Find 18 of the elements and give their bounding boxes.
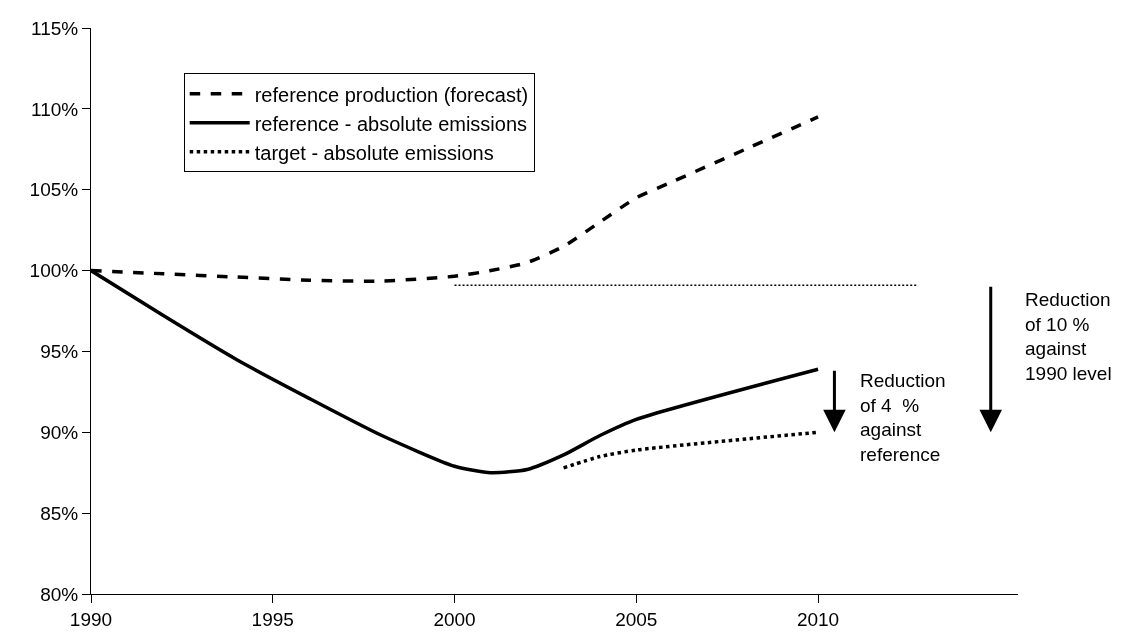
- text: Reduction of 10 % against 1990 level: [1025, 289, 1112, 385]
- x-tick-label: 1990: [69, 608, 113, 630]
- y-tick-label: 115%: [31, 17, 79, 39]
- x-tick-label: 2000: [433, 608, 476, 630]
- y-tick-label: 85%: [40, 502, 79, 524]
- y-tick-label: 95%: [40, 341, 79, 363]
- annotation: Reduction of 4 % against reference: [860, 370, 946, 466]
- y-tick-label: 105%: [29, 179, 79, 201]
- y-tick-label: 110%: [31, 98, 79, 120]
- legend-label: target - absolute emissions: [254, 141, 494, 164]
- x-tick-label: 2010: [796, 608, 840, 630]
- x-tick-label: 2005: [615, 608, 658, 630]
- y-tick-label: 90%: [40, 421, 79, 443]
- legend-label: reference production (forecast): [254, 83, 529, 106]
- legend-label: reference - absolute emissions: [254, 112, 528, 135]
- y-tick-label: 80%: [40, 583, 79, 605]
- y-tick-label: 100%: [29, 260, 79, 282]
- x-tick-label: 1995: [251, 608, 294, 630]
